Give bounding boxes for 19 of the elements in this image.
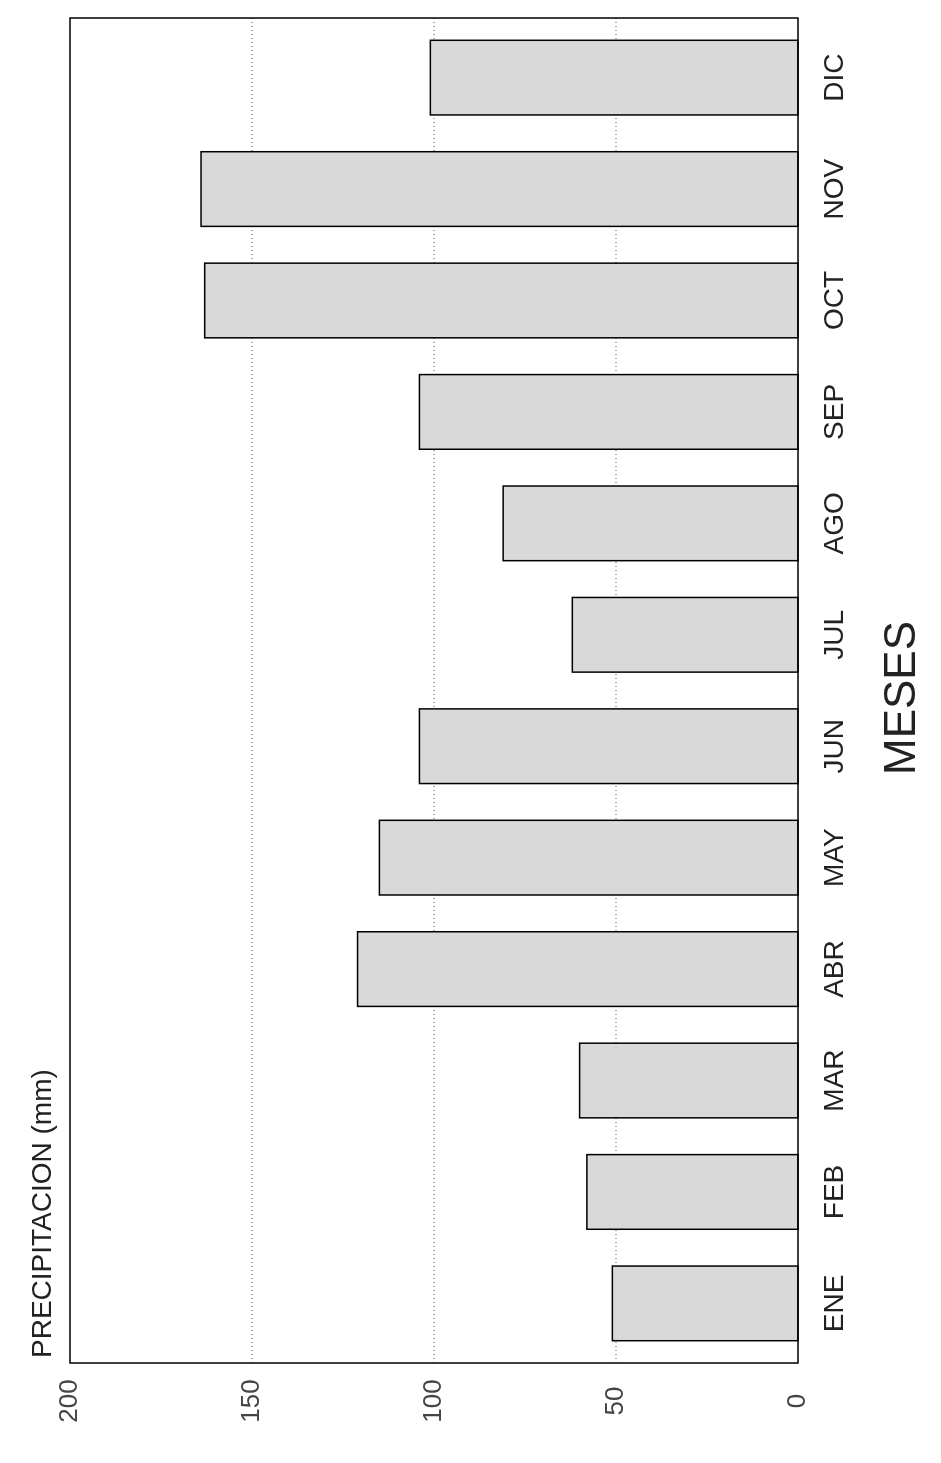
x-tick-label: 150 xyxy=(234,1379,265,1423)
y-tick-label: DIC xyxy=(818,53,850,102)
y-tick-label: FEB xyxy=(818,1164,850,1220)
y-tick-label: SEP xyxy=(818,383,850,440)
y-tick-label: JUL xyxy=(818,609,850,660)
y-axis-title: MESES xyxy=(874,620,924,776)
x-tick-label: 0 xyxy=(780,1393,811,1409)
y-tick-label: OCT xyxy=(818,270,850,331)
y-tick-label: MAY xyxy=(818,828,850,887)
text: PRECIPITACION (mm) xyxy=(26,1069,58,1358)
x-tick-label: 200 xyxy=(52,1379,83,1423)
y-tick-label: NOV xyxy=(818,158,850,220)
y-tick-label: ENE xyxy=(818,1274,850,1333)
y-tick-label: JUN xyxy=(818,718,850,774)
y-tick-label: ABR xyxy=(818,940,850,998)
y-tick-label: MAR xyxy=(818,1049,850,1112)
x-tick-label: 50 xyxy=(598,1386,629,1416)
x-tick-label: 100 xyxy=(416,1379,447,1423)
y-tick-label: AGO xyxy=(818,492,850,555)
